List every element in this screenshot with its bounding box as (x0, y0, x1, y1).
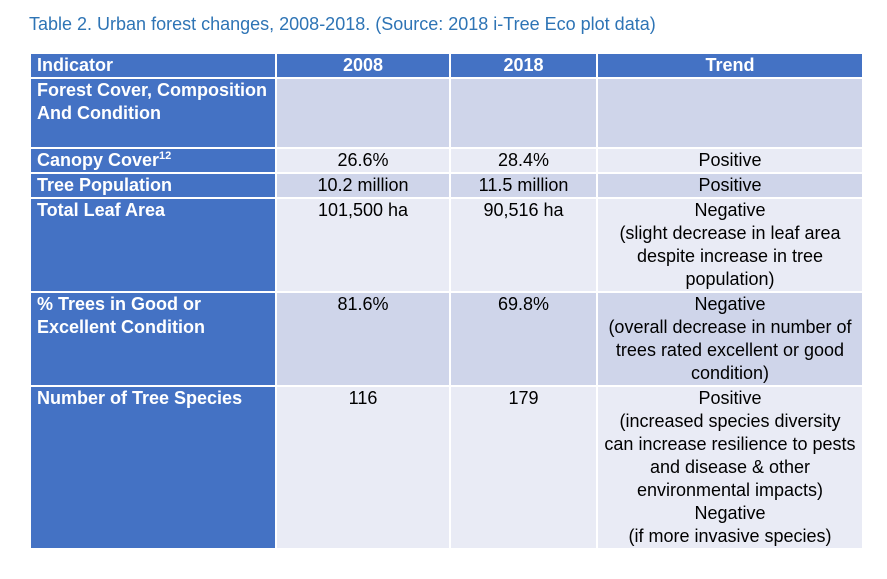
urban-forest-changes-table: Indicator 2008 2018 Trend Forest Cover, … (29, 52, 864, 550)
row-2018-value: 11.5 million (449, 172, 598, 199)
row-indicator-canopy-cover: Canopy Cover12 (29, 147, 277, 174)
row-indicator-tree-species: Number of Tree Species (29, 385, 277, 550)
trend-note: (increased species diversity can increas… (604, 411, 856, 500)
trend-label-secondary: Negative (694, 503, 766, 523)
row-2018-value: 69.8% (449, 291, 598, 387)
trend-label: Positive (698, 388, 762, 408)
table-row: Canopy Cover12 26.6% 28.4% Positive (29, 147, 864, 174)
trend-note: (slight decrease in leaf area despite in… (619, 223, 841, 289)
trend-label: Negative (694, 294, 766, 314)
row-trend (596, 77, 864, 149)
table-row: Number of Tree Species 116 179 Positive … (29, 385, 864, 550)
row-trend: Negative (overall decrease in number of … (596, 291, 864, 387)
table-row: % Trees in Good or Excellent Condition 8… (29, 291, 864, 387)
header-indicator: Indicator (29, 52, 277, 79)
row-trend: Positive (increased species diversity ca… (596, 385, 864, 550)
row-2008-value: 81.6% (275, 291, 451, 387)
row-indicator-total-leaf-area: Total Leaf Area (29, 197, 277, 293)
row-indicator-trees-condition: % Trees in Good or Excellent Condition (29, 291, 277, 387)
row-2018-value: 28.4% (449, 147, 598, 174)
row-indicator-forest-cover: Forest Cover, Composition And Condition (29, 77, 277, 149)
trend-note-secondary: (if more invasive species) (628, 526, 832, 546)
row-2018-value: 90,516 ha (449, 197, 598, 293)
trend-note: (overall decrease in number of trees rat… (608, 317, 852, 383)
trend-label: Negative (694, 200, 766, 220)
header-trend: Trend (596, 52, 864, 79)
table-row: Total Leaf Area 101,500 ha 90,516 ha Neg… (29, 197, 864, 293)
row-2008-value: 26.6% (275, 147, 451, 174)
header-2018: 2018 (449, 52, 598, 79)
row-trend: Negative (slight decrease in leaf area d… (596, 197, 864, 293)
row-2018-value: 179 (449, 385, 598, 550)
row-trend: Positive (596, 172, 864, 199)
row-2008-value: 10.2 million (275, 172, 451, 199)
table-row: Tree Population 10.2 million 11.5 millio… (29, 172, 864, 199)
row-trend: Positive (596, 147, 864, 174)
table-row: Forest Cover, Composition And Condition (29, 77, 864, 149)
footnote-marker: 12 (159, 150, 172, 162)
row-2008-value (275, 77, 451, 149)
header-2008: 2008 (275, 52, 451, 79)
table-caption: Table 2. Urban forest changes, 2008-2018… (29, 14, 656, 34)
row-2008-value: 101,500 ha (275, 197, 451, 293)
header-row: Indicator 2008 2018 Trend (29, 52, 864, 79)
row-indicator-tree-population: Tree Population (29, 172, 277, 199)
row-2008-value: 116 (275, 385, 451, 550)
indicator-label: Canopy Cover (37, 150, 160, 170)
row-2018-value (449, 77, 598, 149)
